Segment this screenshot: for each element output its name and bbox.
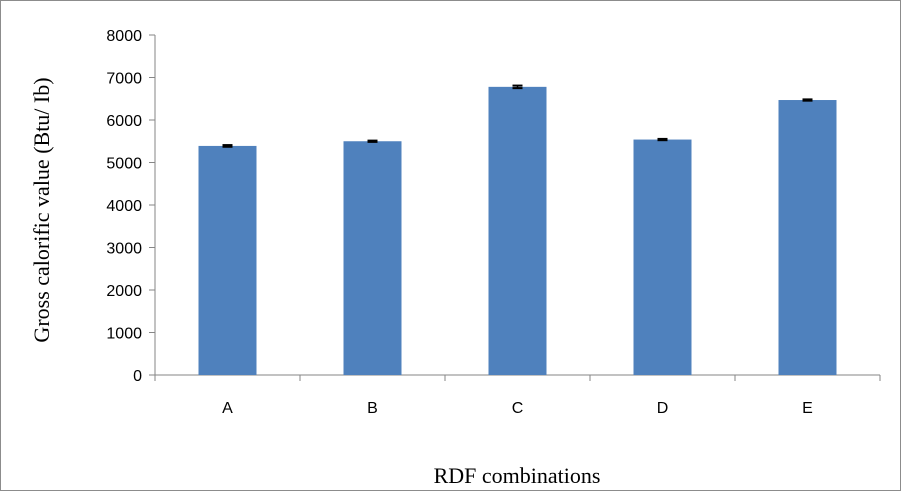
y-tick-label: 0	[133, 368, 142, 385]
y-tick-label: 3000	[106, 241, 142, 258]
x-tick-label: D	[657, 400, 669, 417]
y-tick-label: 7000	[106, 71, 142, 88]
bar-e	[778, 100, 837, 376]
y-axis-title: Gross calorific value (Btu/ Ib)	[29, 77, 54, 342]
bar-d	[633, 139, 692, 375]
x-axis-title: RDF combinations	[434, 463, 601, 488]
x-tick-label: B	[367, 400, 378, 417]
bar-b	[343, 141, 402, 375]
y-tick-label: 4000	[106, 198, 142, 215]
y-tick-label: 5000	[106, 156, 142, 173]
y-tick-label: 8000	[106, 28, 142, 45]
x-tick-label: C	[512, 400, 524, 417]
y-tick-label: 1000	[106, 326, 142, 343]
y-tick-label: 6000	[106, 113, 142, 130]
x-tick-label: E	[802, 400, 813, 417]
bar-c	[488, 86, 547, 375]
bar-a	[198, 145, 257, 375]
y-tick-label: 2000	[106, 283, 142, 300]
x-tick-label: A	[222, 400, 233, 417]
